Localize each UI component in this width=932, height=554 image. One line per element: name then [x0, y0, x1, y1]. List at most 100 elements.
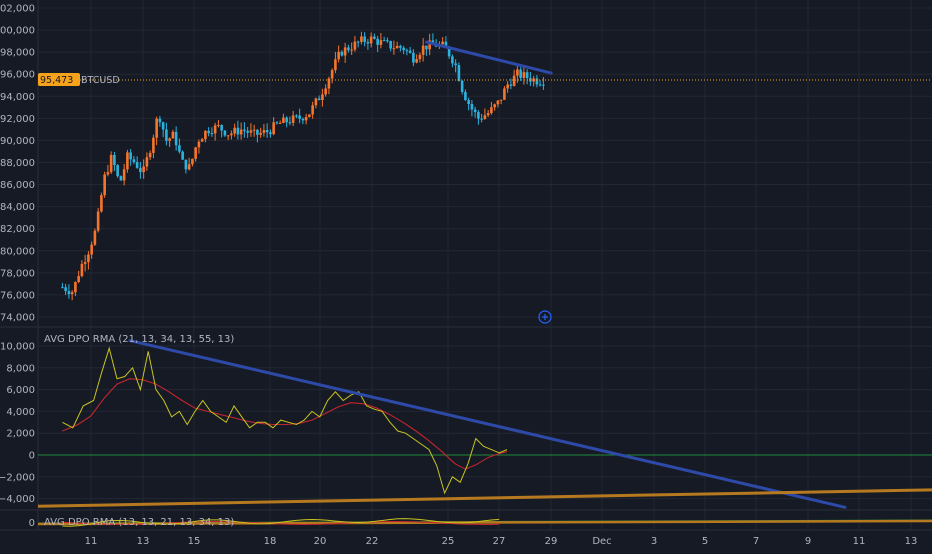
candle-body: [330, 70, 334, 79]
candle-body: [418, 54, 422, 60]
candle-body: [431, 40, 435, 44]
candle-body: [158, 118, 162, 123]
candle-body: [483, 115, 487, 120]
dpo-orange-trendline[interactable]: [37, 488, 932, 508]
candle-body: [197, 141, 201, 148]
price-tick-label: 102,000: [0, 4, 35, 15]
indicator-1-title-group[interactable]: AVG DPO RMA (21, 13, 34, 13, 55, 13): [44, 334, 234, 345]
candle-body: [142, 166, 145, 173]
candle-body: [145, 157, 149, 167]
candle-body: [499, 99, 503, 101]
candle-body: [181, 151, 184, 160]
candle-body: [217, 124, 220, 126]
candle-body: [155, 118, 158, 138]
candle-body: [87, 254, 90, 263]
candle-body: [421, 45, 425, 55]
last-price-badge: [38, 73, 80, 86]
indicator-1-title[interactable]: AVG DPO RMA (21, 13, 34, 13, 55, 13): [44, 334, 234, 345]
candle-body: [360, 36, 363, 42]
candle-body: [473, 109, 477, 112]
candle-body: [135, 162, 139, 168]
ind2-tick-label: 0: [29, 518, 35, 529]
candle-body: [392, 48, 396, 50]
candle-body: [122, 169, 126, 181]
price-tick-label: 88,000: [0, 158, 35, 169]
candle-body: [106, 172, 110, 175]
indicator-2-title-group[interactable]: AVG DPO RMA (13, 13, 21, 13, 34, 13): [44, 517, 234, 528]
time-tick-label: 20: [314, 536, 327, 547]
price-tick-label: 90,000: [0, 136, 35, 147]
candle-body: [415, 59, 418, 63]
price-tick-label: 76,000: [0, 290, 35, 301]
dpo-blue-trendline[interactable]: [128, 339, 847, 509]
time-tick-label: 11: [853, 536, 866, 547]
time-tick-label: 7: [753, 536, 759, 547]
candle-body: [165, 129, 168, 141]
time-tick-label: Dec: [592, 536, 611, 547]
candle-body: [275, 122, 279, 124]
candle-body: [405, 50, 409, 52]
candle-body: [295, 115, 298, 117]
candle-body: [425, 45, 428, 50]
price-tick-label: 74,000: [0, 312, 35, 323]
candle-body: [356, 41, 360, 43]
candle-body: [74, 281, 77, 293]
candle-body: [64, 287, 67, 292]
candle-body: [363, 36, 366, 42]
price-trendline[interactable]: [424, 40, 553, 75]
candle-body: [493, 104, 496, 108]
plus-circle-icon[interactable]: [538, 310, 552, 324]
candle-body: [132, 159, 136, 163]
add-icon-button[interactable]: [538, 310, 552, 324]
candle-body: [525, 72, 529, 79]
candle-body: [288, 122, 292, 124]
candle-body: [252, 129, 256, 131]
axis-labels: 11 13 15 18 20 22 25 27 29 Dec 3 5 7 9 11 13 102,000 100,…: [0, 4, 917, 548]
candle-body: [454, 63, 457, 66]
candle-body: [265, 130, 269, 133]
dpo-signal-line: [62, 378, 508, 470]
candle-body: [441, 41, 444, 45]
candle-body: [334, 59, 337, 71]
candle-body: [304, 116, 308, 121]
candle-body: [223, 130, 227, 136]
dpo2-line: [62, 518, 500, 527]
candle-body: [116, 165, 119, 177]
candle-body: [272, 122, 275, 135]
ind1-tick-label: 10,000: [0, 342, 35, 353]
candle-body: [447, 46, 451, 57]
price-tick-label: 86,000: [0, 180, 35, 191]
candle-body: [535, 78, 539, 85]
dpo2-orange-trendline: [37, 519, 932, 526]
candle-body: [301, 118, 305, 121]
candle-body: [278, 122, 282, 124]
candle-body: [408, 50, 412, 53]
candle-body: [80, 263, 84, 277]
candle-body: [207, 130, 210, 134]
price-tick-label: 100,000: [0, 26, 35, 37]
indicator-2-title[interactable]: AVG DPO RMA (13, 13, 21, 13, 34, 13): [44, 517, 234, 528]
dpo-line: [62, 346, 508, 495]
candle-body: [119, 176, 123, 181]
candle-body: [194, 147, 197, 159]
candle-body: [512, 75, 516, 86]
candle-body: [168, 138, 171, 141]
candle-body: [262, 130, 266, 133]
candle-body: [96, 211, 100, 231]
candle-body: [83, 262, 87, 264]
candle-body: [191, 158, 194, 165]
price-trendline-group[interactable]: [424, 40, 553, 75]
candle-body: [311, 105, 314, 115]
candle-body: [109, 154, 113, 173]
candle-body: [213, 125, 217, 134]
candle-body: [239, 129, 243, 135]
candle-body: [428, 40, 431, 50]
candle-body: [113, 154, 116, 166]
candle-body: [389, 41, 392, 49]
candle-body: [298, 115, 301, 119]
candle-body: [126, 152, 129, 170]
candle-body: [77, 276, 80, 282]
candle-body: [379, 40, 383, 45]
